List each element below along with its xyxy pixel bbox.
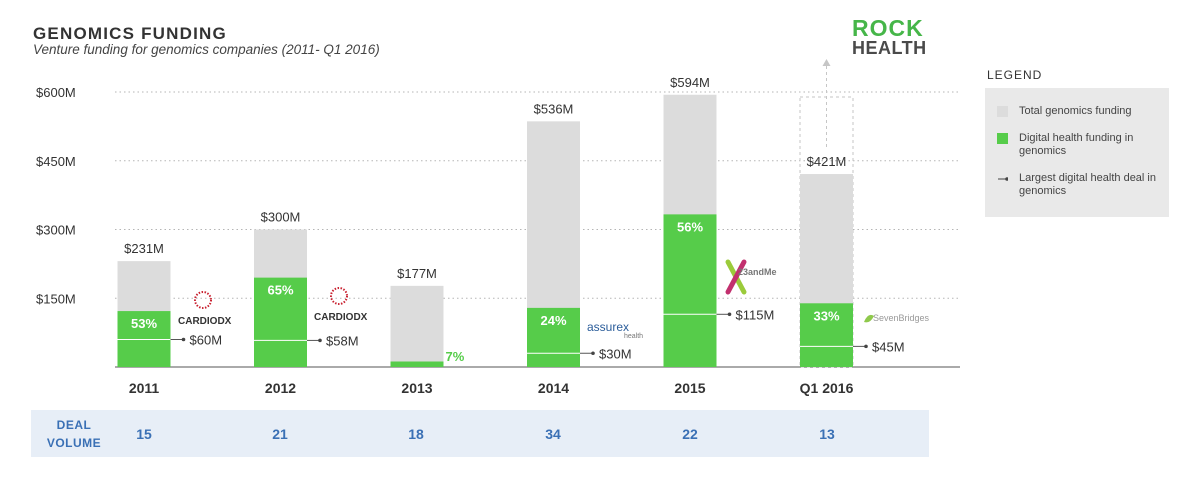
bar-digital-2015 [663,214,717,367]
x-label-2014: 2014 [538,380,569,396]
legend-swatch-total [997,106,1008,117]
deal-volume-2011: 15 [136,426,152,442]
legend-swatch-digital [997,133,1008,144]
deal-label-2015: $115M [736,307,775,322]
total-label-2014: $536M [534,101,574,116]
assurex-logo-sub: health [624,333,644,340]
total-label-2012: $300M [261,210,301,225]
legend-label-total: Total genomics funding [1019,105,1132,117]
deal-volume-label: DEAL VOLUME [44,416,104,452]
legend-title: LEGEND [987,68,1043,82]
x-label-q1-2016: Q1 2016 [800,380,854,396]
bar-digital-2012 [254,277,307,367]
deal-volume-2012: 21 [272,426,288,442]
y-tick-label: $300M [36,223,76,238]
23andme-mark-pink-icon [725,259,747,295]
logo-line-1: ROCK [852,15,924,41]
deal-volume-band [31,410,929,457]
23andme-logo: 23andMe [738,267,777,277]
q1-2016-projection-arrow-head [822,59,831,66]
bar-digital-2013 [390,361,444,367]
percent-label-2014: 24% [540,313,566,328]
total-label-2015: $594M [670,75,710,90]
deal-label-2014: $30M [599,346,632,361]
bar-total-2013 [390,285,444,367]
cardiodx-mark-icon [194,291,212,309]
deal-label-2012: $58M [326,333,359,348]
deal-volume-2014: 34 [545,426,561,442]
deal-volume-label-line2: VOLUME [46,436,102,450]
y-tick-label: $600M [36,85,76,100]
assurex-logo: assurex [587,320,630,334]
total-label-q1-2016: $421M [807,154,847,169]
total-label-2011: $231M [124,241,164,256]
deal-volume-q1-2016: 13 [819,426,835,442]
cardiodx-mark-icon [330,287,348,305]
legend-label-digital: Digital health funding in genomics [1019,132,1134,157]
bar-digital-q1-2016 [800,303,853,367]
legend-arrow-icon [998,177,1008,181]
deal-dot-2015 [727,312,732,317]
deal-dot-q1-2016 [864,344,868,349]
deal-dot-2012 [318,338,322,343]
x-label-2013: 2013 [401,380,432,396]
percent-label-2011: 53% [131,316,157,331]
x-label-2012: 2012 [265,380,296,396]
x-label-2011: 2011 [129,380,160,396]
deal-volume-2013: 18 [408,426,424,442]
percent-label-q1-2016: 33% [813,308,839,323]
deal-label-q1-2016: $45M [872,339,905,354]
percent-label-2015: 56% [677,219,703,234]
rock-health-logo: ROCK HEALTH [852,15,927,59]
total-label-2013: $177M [397,266,437,281]
percent-label-2013: 7% [446,349,465,364]
percent-label-2012: 65% [267,283,293,298]
legend: Total genomics funding Digital health fu… [985,88,1169,217]
sevenbridges-mark-icon [864,314,874,323]
cardiodx-logo-2011: CARDIODX [178,316,232,327]
sevenbridges-logo: SevenBridges [873,313,930,323]
deal-dot-2014 [591,351,595,356]
deal-volume-label-line1: DEAL [56,418,92,432]
logo-line-2: HEALTH [852,38,927,58]
deal-label-2011: $60M [190,333,223,348]
y-tick-label: $150M [36,291,76,306]
bar-digital-2014 [527,307,580,367]
deal-dot-2011 [181,337,186,342]
x-label-2015: 2015 [674,380,705,396]
funding-chart: $150M $300M $450M $600M $231M 53% $60M 2011 $300… [36,59,960,396]
chart-subtitle: Venture funding for genomics companies (… [33,42,380,57]
cardiodx-logo-2012: CARDIODX [314,312,368,323]
chart-title: GENOMICS FUNDING [33,24,227,43]
y-tick-label: $450M [36,154,76,169]
legend-label-largest-deal: Largest digital health deal in genomics [1019,172,1156,197]
deal-volume-2015: 22 [682,426,698,442]
